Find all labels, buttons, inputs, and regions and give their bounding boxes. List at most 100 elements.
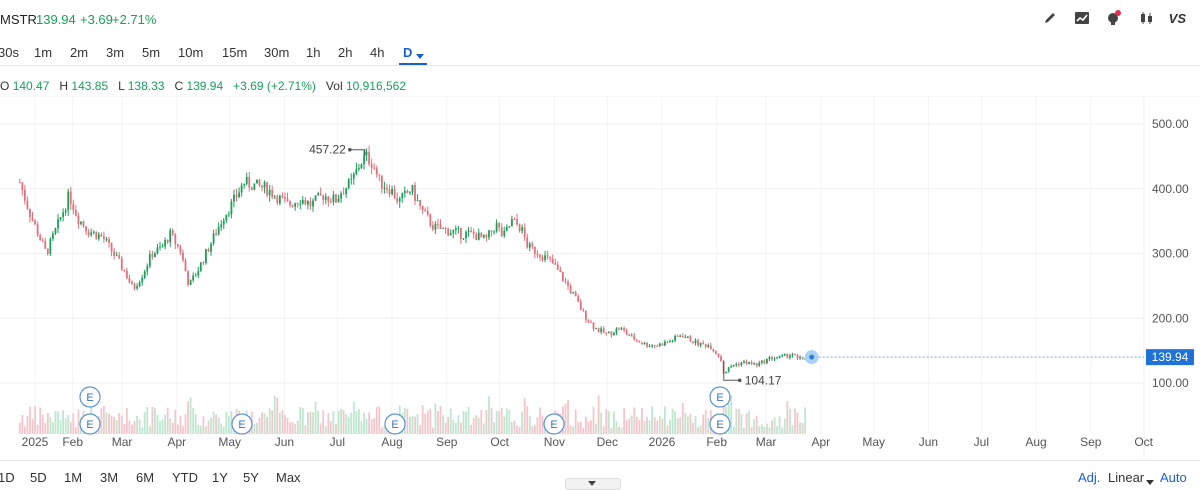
candle-body xyxy=(146,266,149,272)
range-ytd[interactable]: YTD xyxy=(172,470,198,485)
volume-bar xyxy=(100,408,103,434)
auto-scale-toggle[interactable]: Auto xyxy=(1160,470,1187,485)
range-1m[interactable]: 1M xyxy=(64,470,83,485)
candle-body xyxy=(358,168,360,170)
tf-5m[interactable]: 5m xyxy=(142,45,161,60)
earnings-marker[interactable] xyxy=(709,386,731,408)
candle-body xyxy=(44,241,47,249)
earnings-marker[interactable] xyxy=(79,386,101,408)
earnings-marker[interactable] xyxy=(709,413,731,435)
scale-chevron-icon[interactable] xyxy=(1146,474,1154,489)
candle-body xyxy=(69,191,72,204)
range-max[interactable]: Max xyxy=(276,470,301,485)
volume-bar xyxy=(623,408,626,434)
candle-body xyxy=(707,345,710,347)
tf-10m[interactable]: 10m xyxy=(178,45,204,60)
candle-body xyxy=(590,321,592,323)
chart-type-icon[interactable] xyxy=(1073,9,1091,27)
candle-body xyxy=(243,183,246,186)
candle-body xyxy=(342,193,345,195)
candle-body xyxy=(544,255,546,261)
tf-d[interactable]: D xyxy=(403,45,413,60)
pencil-icon[interactable] xyxy=(1041,9,1059,27)
candle-body xyxy=(245,176,248,184)
symbol-label[interactable]: MSTR xyxy=(0,12,37,27)
candles-icon[interactable] xyxy=(1137,9,1155,27)
scale-dropdown[interactable]: Linear xyxy=(1108,470,1145,485)
volume-bar xyxy=(523,397,526,434)
tf-2h[interactable]: 2h xyxy=(338,45,353,60)
tf-30s[interactable]: 30s xyxy=(0,45,19,60)
candle-body xyxy=(29,208,31,218)
candle-body xyxy=(449,233,452,236)
tf-dropdown-icon[interactable] xyxy=(416,48,424,63)
volume-bar xyxy=(59,420,62,434)
earnings-marker-label: E xyxy=(716,419,723,431)
candle-body xyxy=(656,345,659,347)
tf-1h[interactable]: 1h xyxy=(306,45,321,60)
volume-label: Vol xyxy=(325,79,343,93)
volume-bar xyxy=(309,411,312,434)
candle-body xyxy=(222,220,225,225)
volume-bar xyxy=(115,419,118,434)
range-5d[interactable]: 5D xyxy=(30,470,47,485)
scroll-handle[interactable] xyxy=(565,478,621,490)
tf-2m[interactable]: 2m xyxy=(70,45,89,60)
candle-body xyxy=(335,194,337,203)
candle-body xyxy=(452,230,455,234)
candle-body xyxy=(480,232,483,238)
volume-bar xyxy=(317,410,320,434)
tf-1m[interactable]: 1m xyxy=(34,45,53,60)
candle-body xyxy=(278,195,281,204)
earnings-marker[interactable] xyxy=(543,413,565,435)
candle-body xyxy=(592,322,595,329)
volume-bar xyxy=(536,417,539,434)
volume-bar xyxy=(804,407,807,434)
candle-body xyxy=(771,357,773,360)
price-chart[interactable]: 500.00 400.00 300.00 200.00 100.00 2025 Feb Mar… xyxy=(0,96,1200,458)
candle-body xyxy=(735,363,738,366)
candle-body xyxy=(340,193,342,199)
earnings-marker[interactable] xyxy=(231,413,253,435)
earnings-marker[interactable] xyxy=(79,413,101,435)
range-3m[interactable]: 3M xyxy=(100,470,119,485)
volume-bar xyxy=(294,424,297,434)
range-1y[interactable]: 1Y xyxy=(212,470,228,485)
volume-bar xyxy=(23,426,26,434)
adjusted-toggle[interactable]: Adj. xyxy=(1078,470,1101,485)
volume-bar xyxy=(166,407,169,434)
compare-vs-button[interactable]: VS xyxy=(1168,10,1186,26)
tf-30m[interactable]: 30m xyxy=(264,45,290,60)
candle-body xyxy=(653,345,656,347)
tf-active-underline xyxy=(399,63,427,65)
candle-body xyxy=(233,194,235,202)
high-value: 143.85 xyxy=(71,79,109,93)
x-tick-label: Sep xyxy=(436,435,458,449)
range-1d[interactable]: 1D xyxy=(0,470,15,485)
tf-3m[interactable]: 3m xyxy=(106,45,125,60)
candle-body xyxy=(52,233,54,239)
tf-15m[interactable]: 15m xyxy=(222,45,248,60)
volume-bar xyxy=(370,419,373,434)
volume-bar xyxy=(735,408,738,434)
earnings-marker[interactable] xyxy=(384,413,406,435)
volume-bar xyxy=(118,413,121,434)
range-6m[interactable]: 6M xyxy=(136,470,155,485)
volume-bar xyxy=(358,409,360,434)
volume-bar xyxy=(666,425,669,434)
alert-bulb-icon[interactable] xyxy=(1105,9,1123,27)
volume-bar xyxy=(544,425,546,434)
candle-body xyxy=(59,217,62,220)
range-5y[interactable]: 5Y xyxy=(243,470,259,485)
candle-body xyxy=(694,340,697,343)
high-marker-line xyxy=(349,149,366,156)
volume-bar xyxy=(482,423,485,434)
tf-4h[interactable]: 4h xyxy=(370,45,385,60)
candle-body xyxy=(128,278,131,283)
volume-bar xyxy=(340,408,342,434)
volume-bar xyxy=(500,408,503,434)
close-value: 139.94 xyxy=(186,79,224,93)
candle-body xyxy=(189,280,192,285)
x-tick-label: May xyxy=(218,435,241,449)
close-label: C xyxy=(174,79,184,93)
